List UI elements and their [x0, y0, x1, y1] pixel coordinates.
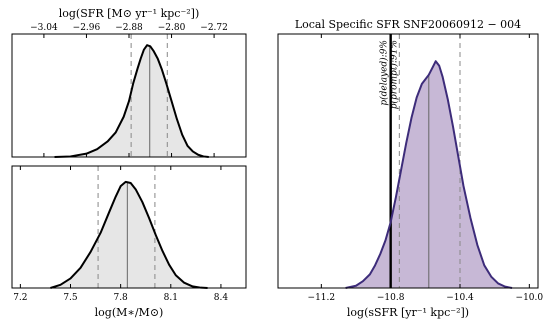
- x-tick-label: −2.96: [73, 23, 101, 33]
- chart-title: Local Specific SFR SNF20060912 − 004: [295, 18, 521, 31]
- distribution-curve: [50, 180, 208, 289]
- x-tick-label: −2.80: [158, 23, 186, 33]
- x-tick-label: 8.1: [164, 293, 178, 303]
- x-tick-label: −10.4: [446, 293, 474, 303]
- x-tick-label: 7.2: [13, 293, 27, 303]
- x-tick-label: 7.8: [113, 293, 128, 303]
- distribution-curve: [345, 60, 513, 289]
- x-tick-label: 7.5: [63, 293, 78, 303]
- annotation-p-prompt: p(prompt):91%: [389, 40, 400, 109]
- panel-frame: [277, 33, 539, 289]
- x-tick-label: 8.4: [214, 293, 229, 303]
- distribution-fill: [54, 45, 209, 157]
- x-tick-label: −11.2: [308, 293, 336, 303]
- x-tick-label: −3.04: [30, 23, 58, 33]
- x-axis-label: log(sSFR [yr⁻¹ kpc⁻²]): [347, 306, 469, 319]
- x-tick-label: −10.0: [516, 293, 544, 303]
- annotation-p-delayed: p(delayed):9%: [379, 40, 390, 106]
- x-axis-label: log(M∗/M⊙): [95, 306, 164, 319]
- distribution-fill: [50, 181, 208, 288]
- x-tick-label: −2.72: [200, 23, 228, 33]
- x-axis-label: log(SFR [M⊙ yr⁻¹ kpc⁻²]): [59, 7, 200, 20]
- x-tick-label: −10.8: [377, 293, 405, 303]
- x-tick-label: −2.88: [115, 23, 143, 33]
- panel-frame: [11, 165, 247, 289]
- distribution-curve: [54, 44, 209, 158]
